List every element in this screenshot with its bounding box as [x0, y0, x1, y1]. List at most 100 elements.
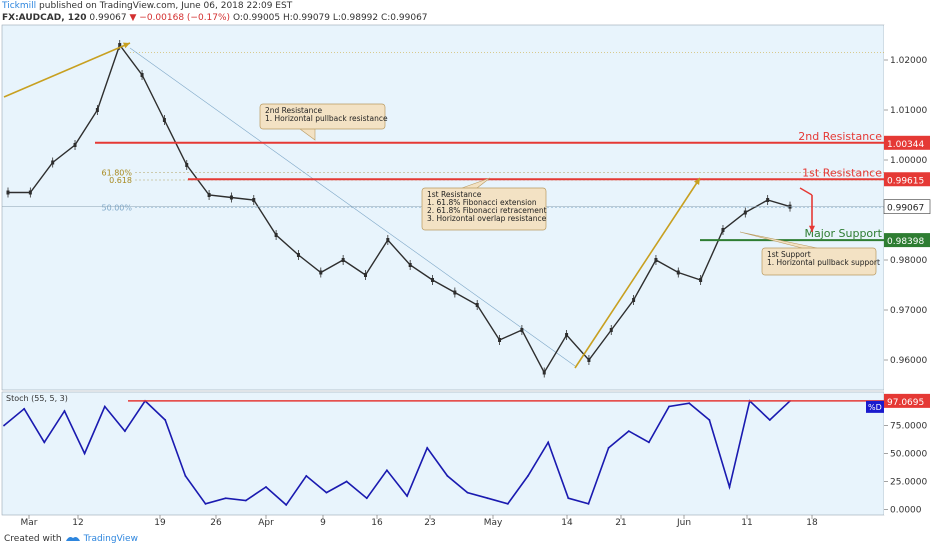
- stoch-legend-badge: [866, 400, 884, 413]
- level-price-tag: [884, 135, 930, 150]
- level-price-text: 0.98398: [887, 237, 924, 247]
- level-price-text: 0.99615: [887, 176, 924, 186]
- stoch-point: [768, 419, 771, 421]
- stoch-pane: [1, 391, 885, 516]
- stoch-level-text: 97.0695: [887, 398, 924, 408]
- stoch-point: [486, 497, 489, 500]
- stoch-point: [244, 499, 247, 502]
- price-axis-bg: [884, 25, 932, 515]
- price-candle: [766, 198, 770, 202]
- price-candle: [542, 370, 546, 375]
- publish-line: Tickmill published on TradingView.com, J…: [2, 0, 428, 12]
- level-label: 1st Resistance: [802, 166, 882, 179]
- stoch-point: [305, 474, 308, 477]
- stoch-point: [547, 441, 550, 444]
- stoch-point: [648, 441, 650, 444]
- x-tick-label: Mar: [21, 518, 38, 528]
- y-tick-label: 1.02000: [890, 56, 927, 66]
- stoch-point: [386, 469, 388, 472]
- stoch-point: [506, 502, 509, 505]
- y-tick-label: 0.98000: [890, 256, 927, 266]
- stoch-point: [204, 502, 207, 505]
- x-tick-label: 18: [806, 518, 818, 528]
- callout-title: 1st Resistance: [427, 190, 482, 199]
- arrow-up-left-head: [123, 42, 130, 49]
- callout-line: 2. 61.8% Fibonacci retracement: [427, 206, 547, 215]
- callout-line: 1. 61.8% Fibonacci extension: [427, 198, 537, 207]
- red-arrow-down-head: [808, 225, 816, 232]
- x-tick-label: 12: [72, 518, 83, 528]
- price-candle: [699, 278, 703, 282]
- arrow-up-left: [3, 42, 131, 98]
- level-price-tag: [884, 233, 930, 248]
- stoch-point: [527, 474, 529, 477]
- tradingview-brand[interactable]: TradingView: [83, 534, 138, 544]
- fib-label: 50.00%: [101, 204, 132, 213]
- y-tick-label: 1.01000: [890, 106, 927, 116]
- callout-title: 2nd Resistance: [265, 106, 322, 115]
- stoch-point: [124, 430, 126, 433]
- x-tick-label: May: [484, 518, 503, 528]
- stoch-title: Stoch (55, 5, 3): [6, 394, 68, 403]
- price-candle: [185, 163, 189, 167]
- fib-label: 61.80%: [101, 169, 132, 178]
- price-candle: [609, 328, 613, 332]
- stoch-line: [3, 399, 791, 507]
- stoch-point: [23, 407, 26, 410]
- stoch-point: [265, 486, 267, 488]
- x-tick-label: 11: [741, 518, 752, 528]
- stoch-point: [607, 447, 610, 449]
- price-candle: [363, 273, 367, 277]
- callout-box: [259, 103, 386, 130]
- red-arrow-stem: [799, 187, 813, 196]
- x-tick-label: 21: [615, 518, 626, 528]
- level-label: Major Support: [804, 227, 882, 240]
- stoch-point: [627, 430, 630, 433]
- arrow-up-right-head: [693, 178, 700, 185]
- stoch-point: [224, 497, 227, 500]
- publisher-name[interactable]: Tickmill: [2, 1, 37, 11]
- callout-box: [761, 247, 877, 276]
- stoch-point: [83, 452, 86, 455]
- last-price: 0.99067: [89, 13, 127, 23]
- x-tick-label: 23: [424, 518, 435, 528]
- stoch-point: [466, 491, 469, 494]
- price-change: ▼ −0.00168 (−0.17%): [129, 13, 231, 23]
- stoch-point: [345, 480, 348, 483]
- stoch-point: [184, 474, 187, 477]
- symbol-label: FX:AUDCAD, 120: [2, 13, 87, 23]
- price-candle: [229, 195, 233, 200]
- stoch-y-tick-label: 75.0000: [890, 422, 927, 432]
- stoch-legend-label: %D: [868, 403, 882, 412]
- fib-trend-line: [129, 47, 576, 367]
- price-candle: [743, 210, 747, 215]
- tradingview-logo-icon: [65, 537, 80, 541]
- price-candle: [51, 160, 55, 165]
- price-candle: [274, 233, 278, 237]
- y-tick-label: 1.00000: [890, 156, 927, 166]
- y-tick-label: 0.97000: [890, 306, 927, 316]
- price-candle: [6, 190, 10, 195]
- y-tick-label: 0.96000: [890, 356, 927, 366]
- price-candle: [319, 270, 323, 275]
- current-price-tag: [883, 199, 931, 214]
- stoch-point: [688, 402, 691, 405]
- stoch-point: [587, 502, 590, 505]
- stoch-point: [426, 447, 429, 449]
- x-tick-label: 14: [561, 518, 573, 528]
- callout-line: 1. Horizontal pullback support: [767, 258, 880, 267]
- stoch-point: [103, 405, 106, 408]
- price-candle: [162, 118, 166, 122]
- current-price-text: 0.99067: [887, 204, 924, 214]
- price-candle: [475, 303, 479, 307]
- callout-line: 1. Horizontal pullback resistance: [265, 114, 388, 123]
- callout-box: [421, 187, 547, 231]
- stoch-point: [668, 405, 670, 408]
- price-candle: [565, 333, 569, 337]
- price-candle: [140, 73, 144, 77]
- stoch-level-tag: [884, 393, 930, 408]
- price-candle: [498, 338, 502, 342]
- footer: Created with TradingView: [4, 534, 138, 544]
- price-candle: [408, 263, 412, 267]
